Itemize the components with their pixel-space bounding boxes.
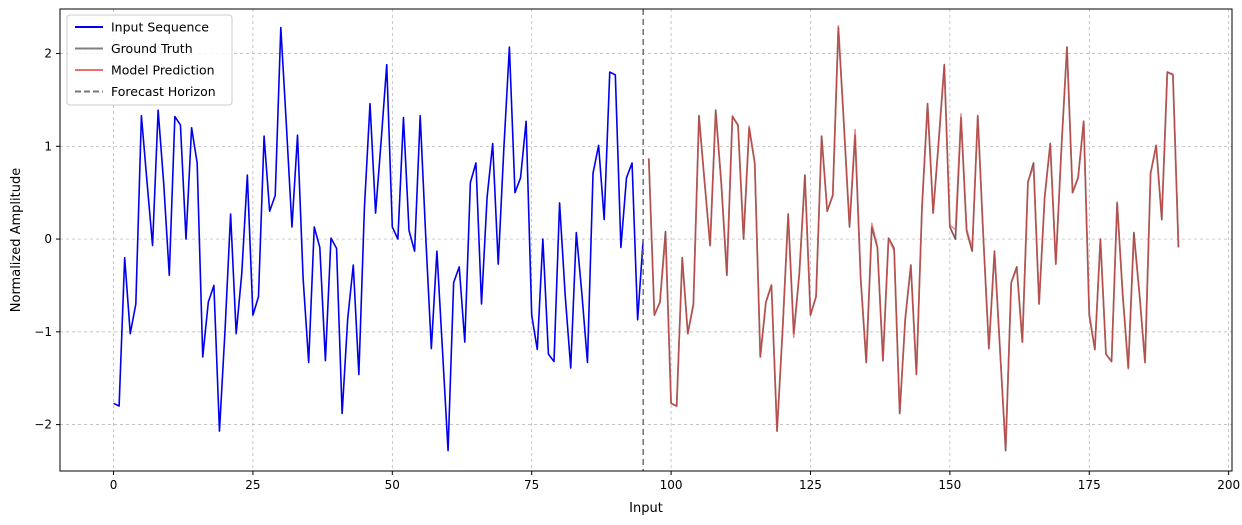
plot-frame (59, 8, 1233, 472)
y-tick-label: 2 (44, 47, 52, 61)
x-tick-label: 125 (799, 478, 822, 492)
legend-label: Forecast Horizon (111, 84, 216, 99)
legend-box (66, 14, 233, 106)
input-sequence-line (113, 26, 645, 452)
x-tick-label: 0 (110, 478, 118, 492)
legend: Input Sequence Ground Truth Model Predicti… (66, 14, 233, 106)
y-tick-label: 1 (44, 139, 52, 153)
x-tick-label: 100 (660, 478, 683, 492)
x-tick-label: 200 (1217, 478, 1240, 492)
x-tick-label: 25 (245, 478, 260, 492)
y-tick-label: 0 (44, 232, 52, 246)
x-axis-label: Input (629, 501, 663, 516)
y-tick-label: −1 (34, 325, 52, 339)
ground-truth-overlap-line (648, 26, 1180, 452)
series-layer (113, 9, 1180, 471)
x-axis: 0 25 50 75 100 125 150 175 200 (110, 471, 1240, 492)
x-tick-label: 175 (1078, 478, 1101, 492)
legend-label: Model Prediction (111, 63, 215, 78)
legend-label: Input Sequence (111, 20, 209, 35)
y-axis: −2 −1 0 1 2 (34, 47, 60, 432)
legend-label: Ground Truth (111, 41, 193, 56)
x-tick-label: 75 (524, 478, 539, 492)
x-tick-label: 50 (385, 478, 400, 492)
y-tick-label: −2 (34, 418, 52, 432)
y-axis-label: Normalized Amplitude (9, 168, 24, 312)
x-tick-label: 150 (938, 478, 961, 492)
